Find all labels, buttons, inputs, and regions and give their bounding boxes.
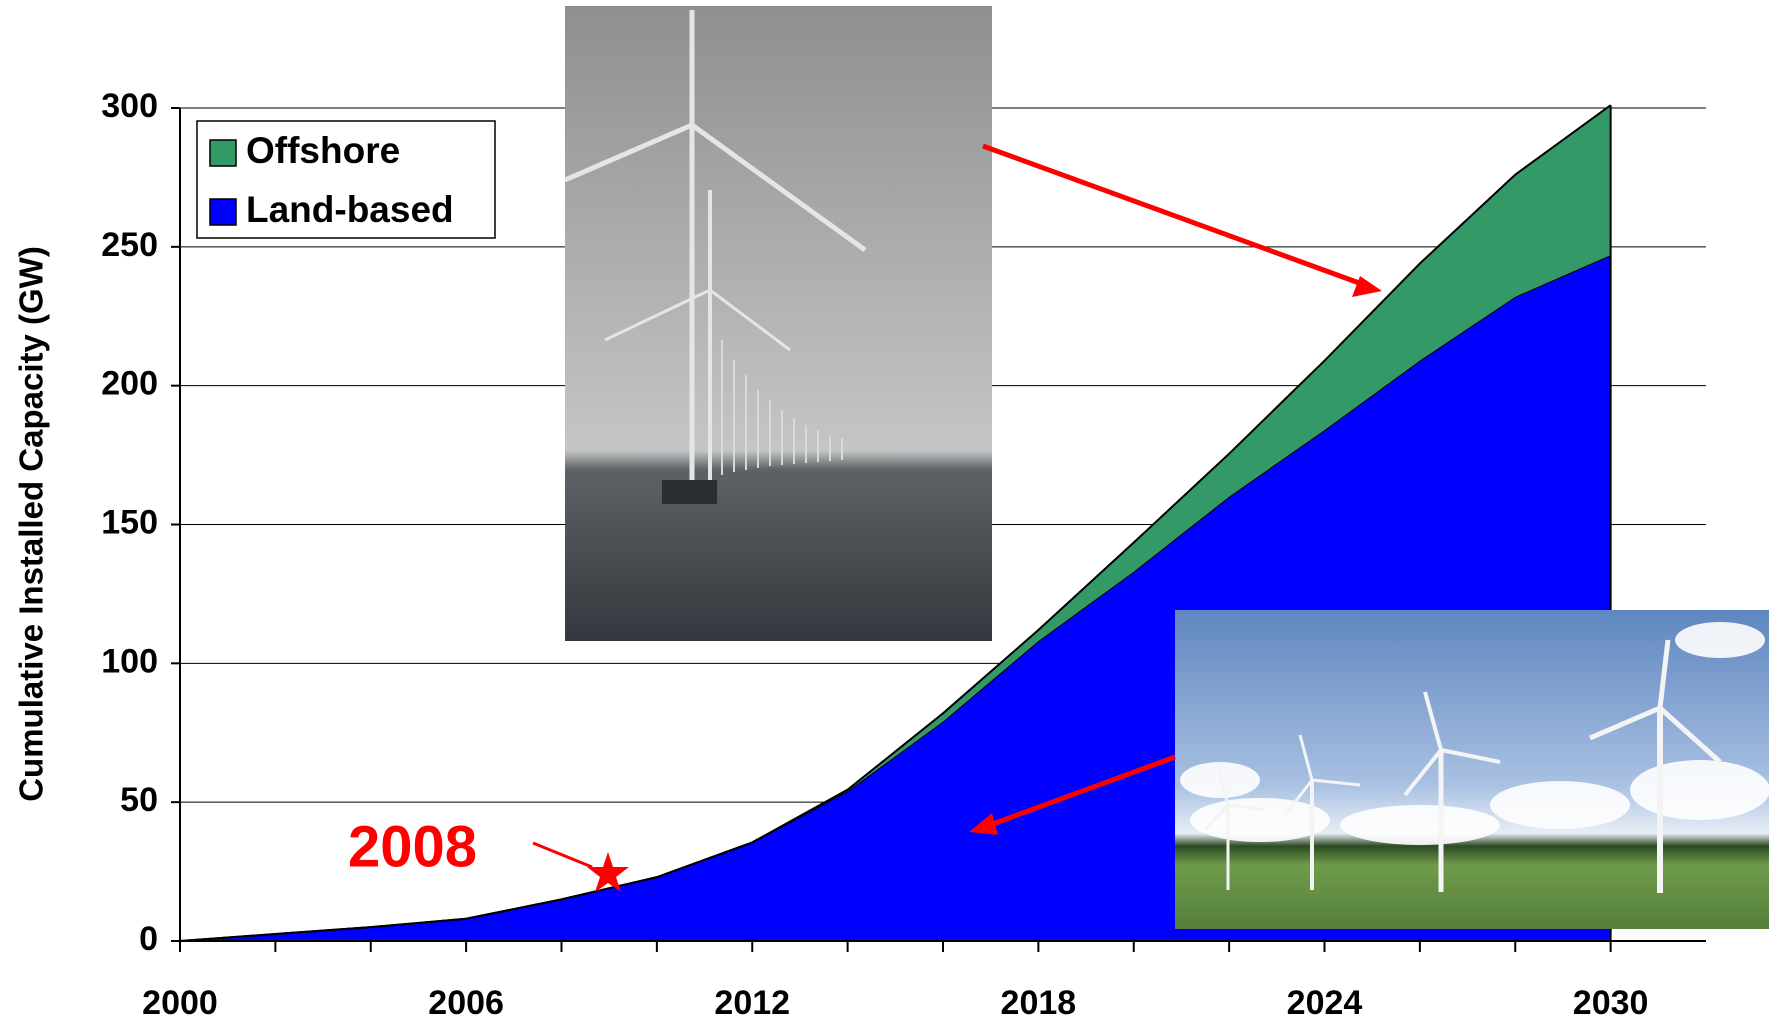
legend-label: Land-based <box>246 189 454 230</box>
y-tick-label: 0 <box>139 920 158 958</box>
legend-swatch <box>209 198 237 226</box>
x-tick-label: 2000 <box>142 984 218 1022</box>
y-axis-label: Cumulative Installed Capacity (GW) <box>13 246 50 802</box>
y-tick-label: 50 <box>120 781 158 819</box>
star-marker <box>587 852 629 892</box>
x-tick-label: 2006 <box>428 984 504 1022</box>
x-tick-label: 2018 <box>1001 984 1077 1022</box>
x-tick-label: 2024 <box>1287 984 1363 1022</box>
y-tick-label: 300 <box>101 87 158 125</box>
y-tick-label: 200 <box>101 365 158 403</box>
land-photo <box>1175 610 1769 929</box>
x-tick-label: 2030 <box>1573 984 1649 1022</box>
arrows <box>532 143 1382 869</box>
y-tick-label: 150 <box>101 503 158 541</box>
offshore-photo <box>564 6 992 641</box>
y-tick-label: 250 <box>101 226 158 264</box>
area-edge <box>179 104 1612 942</box>
legend-label: Offshore <box>246 130 400 171</box>
legend-swatch <box>209 139 237 167</box>
annotation: 2008 <box>348 814 477 879</box>
x-tick-label: 2012 <box>714 984 790 1022</box>
legend: Offshore Land-based <box>196 120 496 239</box>
y-tick-label: 100 <box>101 642 158 680</box>
